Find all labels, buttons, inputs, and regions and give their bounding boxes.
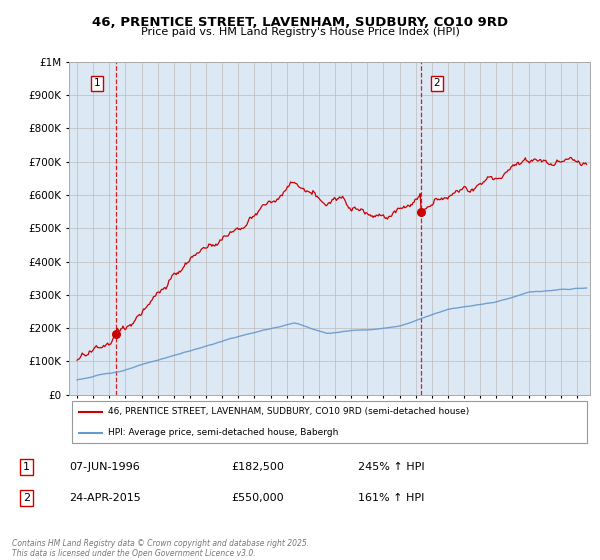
Text: 07-JUN-1996: 07-JUN-1996 xyxy=(70,462,140,472)
Text: 46, PRENTICE STREET, LAVENHAM, SUDBURY, CO10 9RD: 46, PRENTICE STREET, LAVENHAM, SUDBURY, … xyxy=(92,16,508,29)
Text: 161% ↑ HPI: 161% ↑ HPI xyxy=(358,493,424,503)
Text: HPI: Average price, semi-detached house, Babergh: HPI: Average price, semi-detached house,… xyxy=(108,428,338,437)
Text: Contains HM Land Registry data © Crown copyright and database right 2025.
This d: Contains HM Land Registry data © Crown c… xyxy=(12,539,309,558)
Text: £182,500: £182,500 xyxy=(231,462,284,472)
Text: £550,000: £550,000 xyxy=(231,493,284,503)
Text: 24-APR-2015: 24-APR-2015 xyxy=(70,493,142,503)
Text: 2: 2 xyxy=(23,493,30,503)
Text: 1: 1 xyxy=(94,78,100,88)
Text: 2: 2 xyxy=(433,78,440,88)
Text: 1: 1 xyxy=(23,462,30,472)
Text: 245% ↑ HPI: 245% ↑ HPI xyxy=(358,462,424,472)
FancyBboxPatch shape xyxy=(71,401,587,444)
Text: Price paid vs. HM Land Registry's House Price Index (HPI): Price paid vs. HM Land Registry's House … xyxy=(140,27,460,37)
Text: 46, PRENTICE STREET, LAVENHAM, SUDBURY, CO10 9RD (semi-detached house): 46, PRENTICE STREET, LAVENHAM, SUDBURY, … xyxy=(108,407,469,416)
